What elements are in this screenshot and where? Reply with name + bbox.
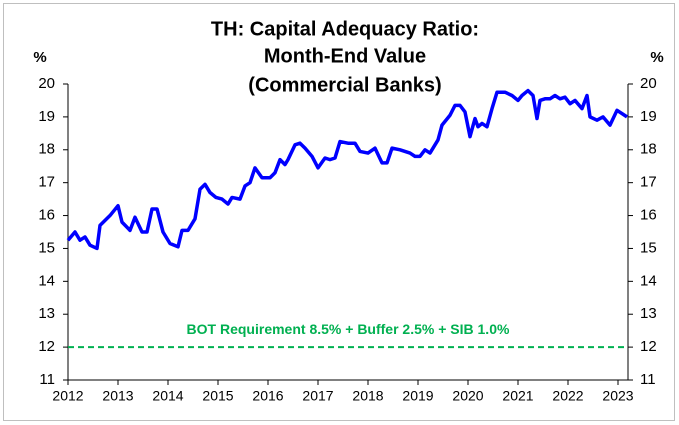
x-tick-label: 2022	[552, 388, 583, 404]
y-tick-label: 13	[38, 305, 55, 322]
y-tick-label: 17	[38, 174, 55, 191]
y2-tick-label: 15	[640, 239, 657, 256]
y-tick-label: 16	[38, 207, 55, 224]
y-tick-label: 11	[39, 371, 55, 388]
y-tick-label: 18	[38, 141, 55, 158]
x-tick-label: 2019	[402, 388, 433, 404]
chart-title: (Commercial Banks)	[248, 74, 441, 96]
y-tick-label: 19	[38, 108, 55, 125]
y2-tick-label: 12	[640, 338, 657, 355]
chart-title: TH: Capital Adequacy Ratio:	[211, 18, 479, 40]
y2-tick-label: 16	[640, 207, 657, 224]
y2-tick-label: 13	[640, 305, 657, 322]
reference-label: BOT Requirement 8.5% + Buffer 2.5% + SIB…	[187, 321, 510, 337]
y2-axis-label: %	[650, 49, 663, 66]
y2-tick-label: 17	[640, 174, 657, 191]
data-line	[66, 88, 628, 251]
x-tick-label: 2014	[152, 388, 183, 404]
x-tick-label: 2017	[302, 388, 333, 404]
x-tick-label: 2020	[452, 388, 483, 404]
x-tick-label: 2012	[52, 388, 83, 404]
y2-tick-label: 11	[640, 371, 656, 388]
x-tick-label: 2018	[352, 388, 383, 404]
y-tick-label: 14	[38, 272, 55, 289]
y2-tick-label: 20	[640, 75, 657, 92]
x-tick-label: 2021	[502, 388, 533, 404]
frame	[3, 3, 675, 421]
y-tick-label: 20	[38, 75, 55, 92]
y2-tick-label: 19	[640, 108, 657, 125]
x-tick-label: 2016	[252, 388, 283, 404]
y-tick-label: 12	[38, 338, 55, 355]
x-tick-label: 2023	[602, 388, 633, 404]
x-tick-label: 2013	[102, 388, 133, 404]
y2-tick-label: 14	[640, 272, 657, 289]
y2-tick-label: 18	[640, 141, 657, 158]
chart-title: Month-End Value	[264, 45, 426, 67]
y-tick-label: 15	[38, 239, 55, 256]
y-axis-label: %	[33, 49, 46, 66]
x-tick-label: 2015	[202, 388, 233, 404]
